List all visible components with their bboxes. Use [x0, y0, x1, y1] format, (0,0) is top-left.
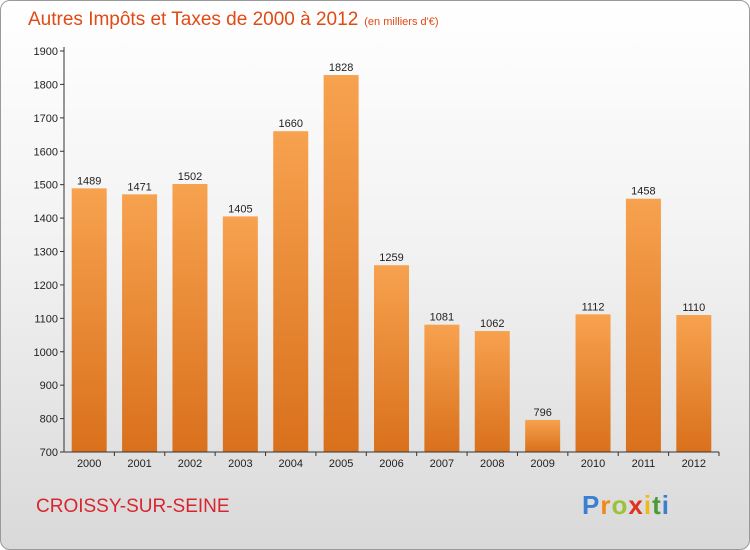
- bar-2002: [172, 183, 208, 452]
- bar-2000: [71, 188, 107, 452]
- x-tick-label-2004: 2004: [278, 458, 302, 470]
- x-tick-label-2012: 2012: [682, 458, 706, 470]
- logo-letter: P: [582, 490, 601, 520]
- bar-2010: [575, 314, 611, 452]
- x-tick-label-2000: 2000: [77, 458, 101, 470]
- y-tick-label-1300: 1300: [34, 247, 58, 259]
- x-tick-label-2007: 2007: [430, 458, 454, 470]
- x-tick-label-2002: 2002: [178, 458, 202, 470]
- y-tick-label-1900: 1900: [34, 46, 58, 58]
- bar-2012: [676, 314, 712, 452]
- y-tick-label-1800: 1800: [34, 79, 58, 91]
- logo-letter: i: [643, 490, 653, 520]
- y-tick-label-1600: 1600: [34, 146, 58, 158]
- y-tick-label-1100: 1100: [34, 313, 58, 325]
- bar-2006: [374, 265, 409, 452]
- chart-title: Autres Impôts et Taxes de 2000 à 2012 (en…: [28, 9, 439, 31]
- data-label-2009: 796: [533, 407, 551, 419]
- x-tick-label-2001: 2001: [127, 458, 151, 470]
- x-tick-label-2003: 2003: [228, 458, 252, 470]
- chart-title-text: Autres Impôts et Taxes de 2000 à 2012: [28, 9, 359, 30]
- logo-letter: t: [652, 490, 662, 520]
- x-tick-label-2008: 2008: [480, 458, 504, 470]
- proxiti-logo: Proxiti: [582, 490, 670, 521]
- bar-2007: [424, 324, 460, 452]
- logo-letter: i: [661, 490, 670, 520]
- data-label-2007: 1081: [430, 312, 454, 324]
- y-tick-label-1500: 1500: [34, 180, 58, 192]
- y-tick-label-1200: 1200: [34, 280, 58, 292]
- logo-letter: o: [611, 490, 629, 520]
- bar-2003: [222, 216, 258, 452]
- x-tick-label-2010: 2010: [581, 458, 605, 470]
- data-label-2012: 1110: [682, 302, 705, 314]
- bar-2011: [625, 198, 661, 452]
- data-label-2008: 1062: [480, 318, 504, 330]
- y-tick-label-900: 900: [40, 380, 58, 392]
- data-label-2011: 1458: [631, 186, 655, 198]
- chart-subtitle: (en milliers d'€): [364, 16, 439, 28]
- bar-2009: [525, 419, 561, 452]
- data-label-2000: 1489: [77, 175, 101, 187]
- data-label-2003: 1405: [228, 203, 252, 215]
- y-tick-label-800: 800: [40, 414, 58, 426]
- bar-2008: [474, 331, 510, 452]
- data-label-2010: 1112: [582, 301, 605, 313]
- data-label-2005: 1828: [329, 62, 353, 74]
- data-label-2006: 1259: [379, 252, 403, 264]
- y-tick-label-1400: 1400: [34, 213, 58, 225]
- data-label-2002: 1502: [178, 171, 202, 183]
- data-label-2004: 1660: [278, 118, 302, 130]
- bar-2001: [122, 194, 158, 453]
- bar-2005: [323, 75, 359, 452]
- bar-2004: [273, 131, 309, 452]
- logo-letter: r: [600, 490, 612, 520]
- logo-letter: x: [628, 490, 644, 520]
- x-tick-label-2005: 2005: [329, 458, 353, 470]
- x-tick-label-2006: 2006: [379, 458, 403, 470]
- y-tick-label-700: 700: [40, 447, 58, 459]
- y-tick-label-1700: 1700: [34, 113, 58, 125]
- y-tick-label-1000: 1000: [34, 347, 58, 359]
- town-name: CROISSY-SUR-SEINE: [36, 496, 230, 517]
- data-label-2001: 1471: [127, 181, 151, 193]
- x-tick-label-2011: 2011: [632, 458, 656, 470]
- x-tick-label-2009: 2009: [530, 458, 554, 470]
